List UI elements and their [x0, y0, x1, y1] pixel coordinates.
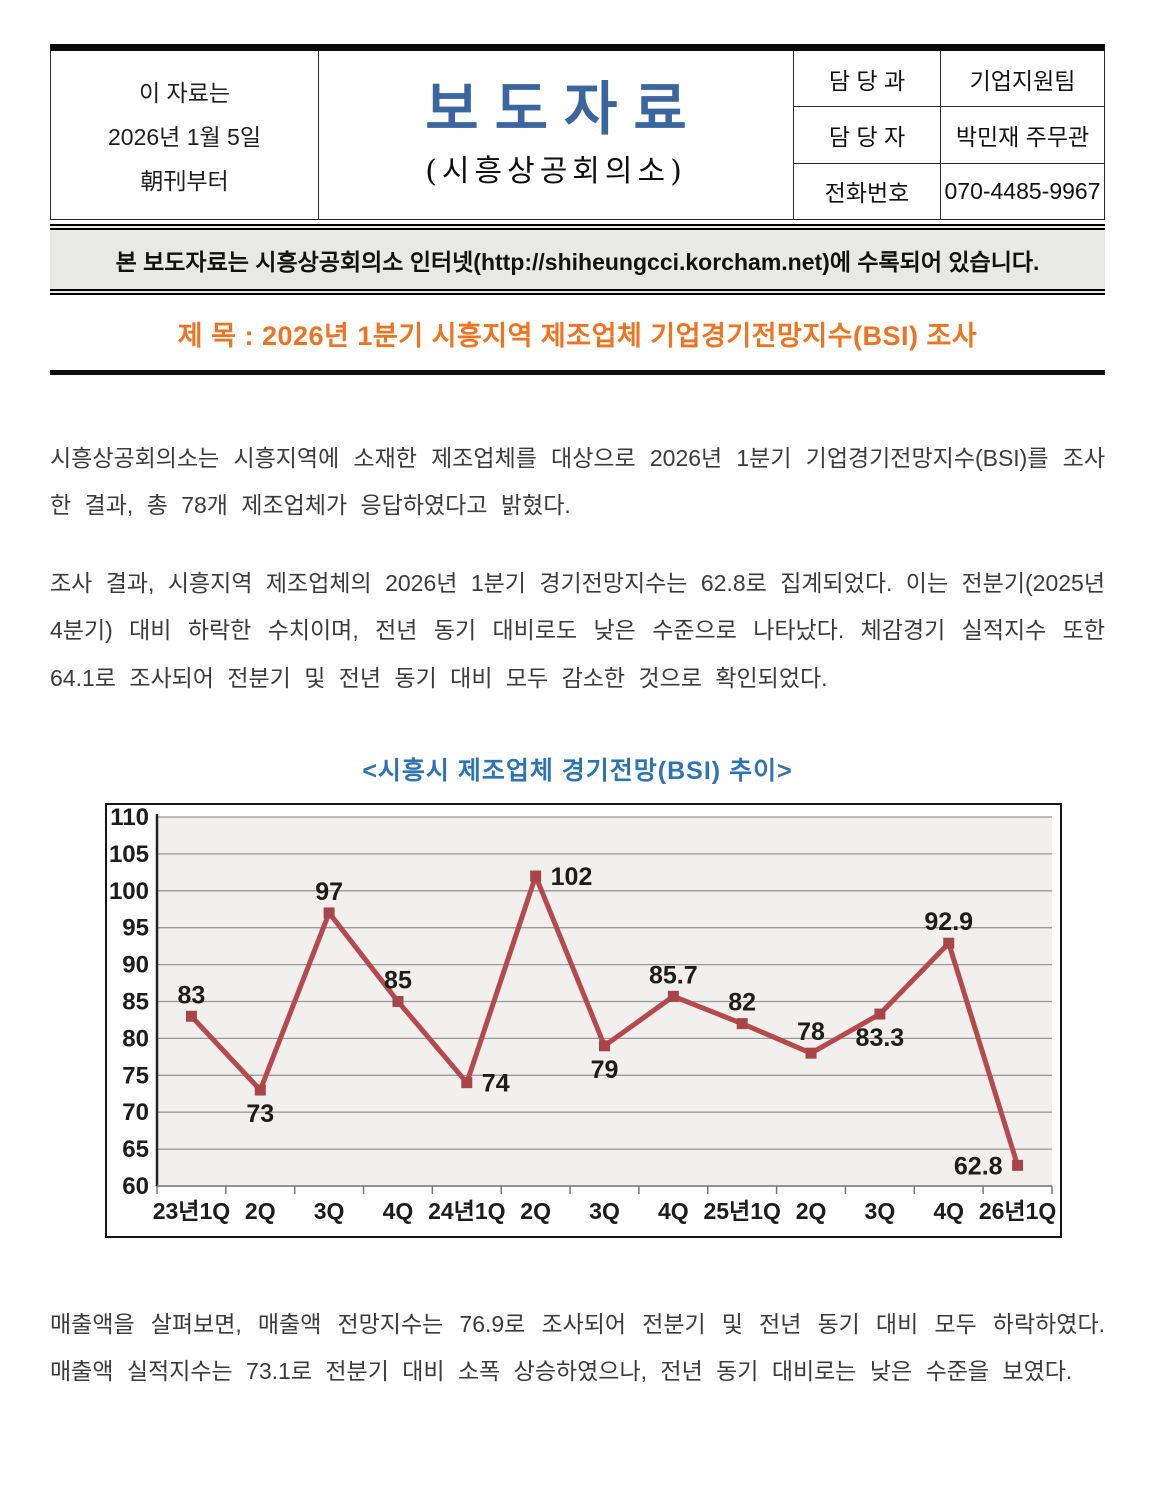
contact-value-department: 기업지원팀 — [969, 67, 1076, 94]
release-date-line-3: 朝刊부터 — [140, 168, 229, 194]
svg-text:3Q: 3Q — [314, 1198, 345, 1224]
svg-text:25년1Q: 25년1Q — [703, 1198, 780, 1224]
contact-value-person: 박민재 주무관 — [955, 123, 1090, 150]
contact-label-person: 담 당 자 — [794, 107, 941, 163]
svg-text:73: 73 — [246, 1100, 274, 1128]
contact-label-phone: 전화번호 — [794, 163, 941, 219]
svg-text:3Q: 3Q — [865, 1198, 896, 1224]
svg-text:62.8: 62.8 — [954, 1152, 1003, 1180]
svg-text:83.3: 83.3 — [856, 1024, 905, 1052]
svg-text:4Q: 4Q — [658, 1198, 689, 1224]
svg-text:110: 110 — [110, 805, 149, 831]
contact-table: 담 당 과 기업지원팀 담 당 자 박민재 주무관 전화번호 070-4485-… — [794, 51, 1104, 219]
svg-text:80: 80 — [122, 1025, 149, 1052]
svg-text:105: 105 — [109, 841, 149, 868]
contact-row-phone: 전화번호 070-4485-9967 — [794, 163, 1104, 219]
contact-row-department: 담 당 과 기업지원팀 — [794, 51, 1104, 108]
press-release-page: 이 자료는 2026년 1월 5일 朝刊부터 보도자료 (시흥상공회의소) 담 … — [50, 44, 1105, 1395]
svg-text:70: 70 — [122, 1099, 149, 1126]
svg-text:78: 78 — [797, 1018, 825, 1046]
body-paragraph-3: 매출액을 살펴보면, 매출액 전망지수는 76.9로 조사되어 전분기 및 전년… — [50, 1310, 1105, 1384]
svg-text:4Q: 4Q — [383, 1198, 414, 1224]
svg-text:65: 65 — [122, 1136, 149, 1163]
press-header-table: 이 자료는 2026년 1월 5일 朝刊부터 보도자료 (시흥상공회의소) 담 … — [50, 44, 1105, 220]
subject-line: 제 목 : 2026년 1분기 시흥지역 제조업체 기업경기전망지수(BSI) … — [50, 295, 1105, 375]
release-date-line-1: 이 자료는 — [138, 80, 231, 106]
svg-text:75: 75 — [122, 1062, 149, 1089]
svg-text:2Q: 2Q — [520, 1198, 551, 1224]
svg-text:24년1Q: 24년1Q — [428, 1198, 505, 1224]
body-paragraph-2: 조사 결과, 시흥지역 제조업체의 2026년 1분기 경기전망지수는 62.8… — [50, 570, 1105, 691]
release-date-line-2: 2026년 1월 5일 — [107, 124, 261, 150]
masthead-subtitle: (시흥상공회의소) — [425, 154, 687, 189]
svg-text:83: 83 — [178, 981, 206, 1009]
svg-text:60: 60 — [122, 1173, 149, 1200]
svg-text:74: 74 — [482, 1069, 510, 1097]
svg-text:85: 85 — [384, 966, 412, 994]
release-date-cell: 이 자료는 2026년 1월 5일 朝刊부터 — [51, 51, 319, 219]
svg-text:85: 85 — [122, 988, 149, 1015]
masthead-title: 보도자료 — [425, 75, 703, 143]
svg-text:90: 90 — [122, 951, 149, 978]
svg-text:82: 82 — [728, 988, 756, 1016]
bsi-line-chart: 60 65 70 75 80 85 90 95 100 105 110 23년1Q 2Q 3Q 4Q 24년1… — [109, 805, 1056, 1224]
internet-notice-bar: 본 보도자료는 시흥상공회의소 인터넷(http://shiheungcci.k… — [50, 224, 1105, 295]
masthead-cell: 보도자료 (시흥상공회의소) — [319, 51, 794, 219]
svg-text:85.7: 85.7 — [649, 961, 698, 989]
body-paragraph-1: 시흥상공회의소는 시흥지역에 소재한 제조업체를 대상으로 2026년 1분기 … — [50, 445, 1105, 519]
svg-text:79: 79 — [591, 1055, 619, 1083]
svg-text:2Q: 2Q — [245, 1198, 276, 1224]
svg-text:2Q: 2Q — [796, 1198, 827, 1224]
svg-text:26년1Q: 26년1Q — [979, 1198, 1056, 1224]
contact-row-person: 담 당 자 박민재 주무관 — [794, 107, 1104, 164]
chart-caption: <시흥시 제조업체 경기전망(BSI) 추이> — [362, 756, 793, 785]
svg-text:4Q: 4Q — [933, 1198, 964, 1224]
contact-label-department: 담 당 과 — [794, 51, 941, 107]
svg-text:23년1Q: 23년1Q — [153, 1198, 230, 1224]
svg-text:95: 95 — [122, 914, 149, 941]
contact-value-phone: 070-4485-9967 — [944, 177, 1101, 204]
svg-text:102: 102 — [551, 863, 593, 891]
bsi-chart-box: 60 65 70 75 80 85 90 95 100 105 110 23년1Q 2Q 3Q 4Q 24년1… — [105, 802, 1062, 1238]
svg-text:97: 97 — [315, 878, 343, 906]
svg-text:3Q: 3Q — [589, 1198, 620, 1224]
svg-text:100: 100 — [109, 878, 149, 905]
svg-text:92.9: 92.9 — [924, 908, 973, 936]
